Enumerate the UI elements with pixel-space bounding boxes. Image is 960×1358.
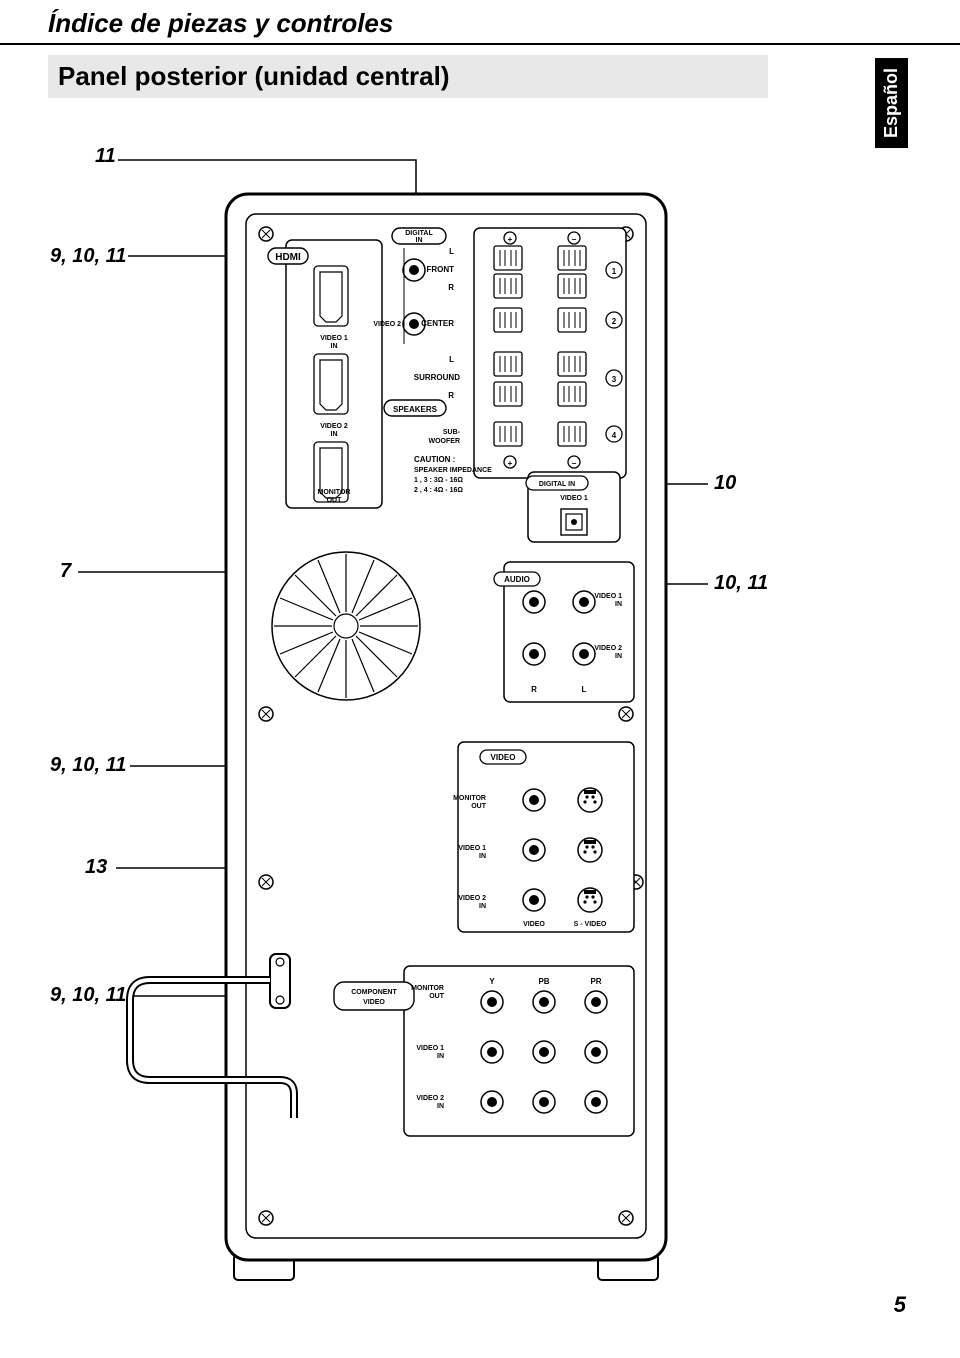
svg-text:MONITOR: MONITOR [411, 985, 444, 992]
svg-text:R: R [448, 283, 454, 292]
svg-text:VIDEO 2: VIDEO 2 [373, 321, 401, 328]
svg-text:FRONT: FRONT [426, 265, 454, 274]
svg-text:IN: IN [479, 853, 486, 860]
svg-text:VIDEO: VIDEO [523, 921, 545, 928]
svg-text:VIDEO 2: VIDEO 2 [458, 895, 486, 902]
svg-text:OUT: OUT [429, 993, 445, 1000]
svg-text:SURROUND: SURROUND [414, 373, 460, 382]
optical-in [561, 509, 587, 535]
svg-text:VIDEO 1: VIDEO 1 [320, 335, 348, 342]
svg-text:CENTER: CENTER [421, 319, 454, 328]
svg-text:L: L [449, 247, 454, 256]
svg-text:AUDIO: AUDIO [504, 575, 530, 584]
svg-text:2: 2 [612, 317, 617, 326]
svg-text:1 , 3 : 3Ω - 16Ω: 1 , 3 : 3Ω - 16Ω [414, 477, 463, 484]
svg-text:MONITOR: MONITOR [318, 489, 351, 496]
svg-text:+: + [508, 235, 513, 244]
svg-text:VIDEO 1: VIDEO 1 [416, 1045, 444, 1052]
hdmi-port-2 [314, 354, 348, 414]
svg-text:DIGITAL: DIGITAL [405, 230, 433, 237]
svg-text:OUT: OUT [471, 803, 487, 810]
svg-text:3: 3 [612, 375, 617, 384]
svg-text:IN: IN [615, 653, 622, 660]
svg-text:VIDEO: VIDEO [363, 999, 385, 1006]
svg-text:−: − [572, 235, 577, 244]
svg-text:MONITOR: MONITOR [453, 795, 486, 802]
svg-text:IN: IN [331, 431, 338, 438]
svg-text:WOOFER: WOOFER [429, 438, 461, 445]
svg-text:IN: IN [437, 1103, 444, 1110]
svg-text:−: − [572, 459, 577, 468]
svg-text:OUT: OUT [327, 497, 343, 504]
svg-text:VIDEO 1: VIDEO 1 [594, 593, 622, 600]
svg-text:PR: PR [590, 977, 601, 986]
svg-text:SPEAKERS: SPEAKERS [393, 405, 438, 414]
svg-text:VIDEO 2: VIDEO 2 [594, 645, 622, 652]
svg-text:SUB-: SUB- [443, 429, 461, 436]
svg-text:R: R [531, 685, 537, 694]
svg-text:SPEAKER IMPEDANCE: SPEAKER IMPEDANCE [414, 467, 492, 474]
fan-vent [272, 552, 420, 700]
svg-text:COMPONENT: COMPONENT [351, 989, 397, 996]
svg-text:IN: IN [331, 343, 338, 350]
svg-text:VIDEO: VIDEO [491, 753, 516, 762]
svg-text:VIDEO 1: VIDEO 1 [458, 845, 486, 852]
svg-text:Y: Y [489, 977, 495, 986]
svg-text:IN: IN [437, 1053, 444, 1060]
svg-text:2 , 4 : 4Ω - 16Ω: 2 , 4 : 4Ω - 16Ω [414, 487, 463, 494]
svg-text:L: L [449, 355, 454, 364]
svg-text:+: + [508, 459, 513, 468]
svg-text:L: L [582, 685, 587, 694]
svg-text:VIDEO 2: VIDEO 2 [416, 1095, 444, 1102]
svg-text:PB: PB [538, 977, 549, 986]
svg-text:1: 1 [612, 267, 617, 276]
svg-text:IN: IN [479, 903, 486, 910]
svg-text:IN: IN [615, 601, 622, 608]
svg-text:DIGITAL IN: DIGITAL IN [539, 481, 575, 488]
svg-text:S - VIDEO: S - VIDEO [574, 921, 607, 928]
svg-text:VIDEO 1: VIDEO 1 [560, 495, 588, 502]
hdmi-label: HDMI [275, 252, 301, 263]
rear-panel-diagram: HDMI VIDEO 1 IN VIDEO 2 IN MONITOR OUT D… [226, 194, 666, 1288]
svg-text:R: R [448, 391, 454, 400]
svg-text:IN: IN [416, 237, 423, 244]
svg-text:4: 4 [612, 431, 617, 440]
svg-text:VIDEO 2: VIDEO 2 [320, 423, 348, 430]
digital-in-coax-1 [403, 259, 425, 281]
hdmi-port-1 [314, 266, 348, 326]
svg-text:CAUTION :: CAUTION : [414, 455, 455, 464]
